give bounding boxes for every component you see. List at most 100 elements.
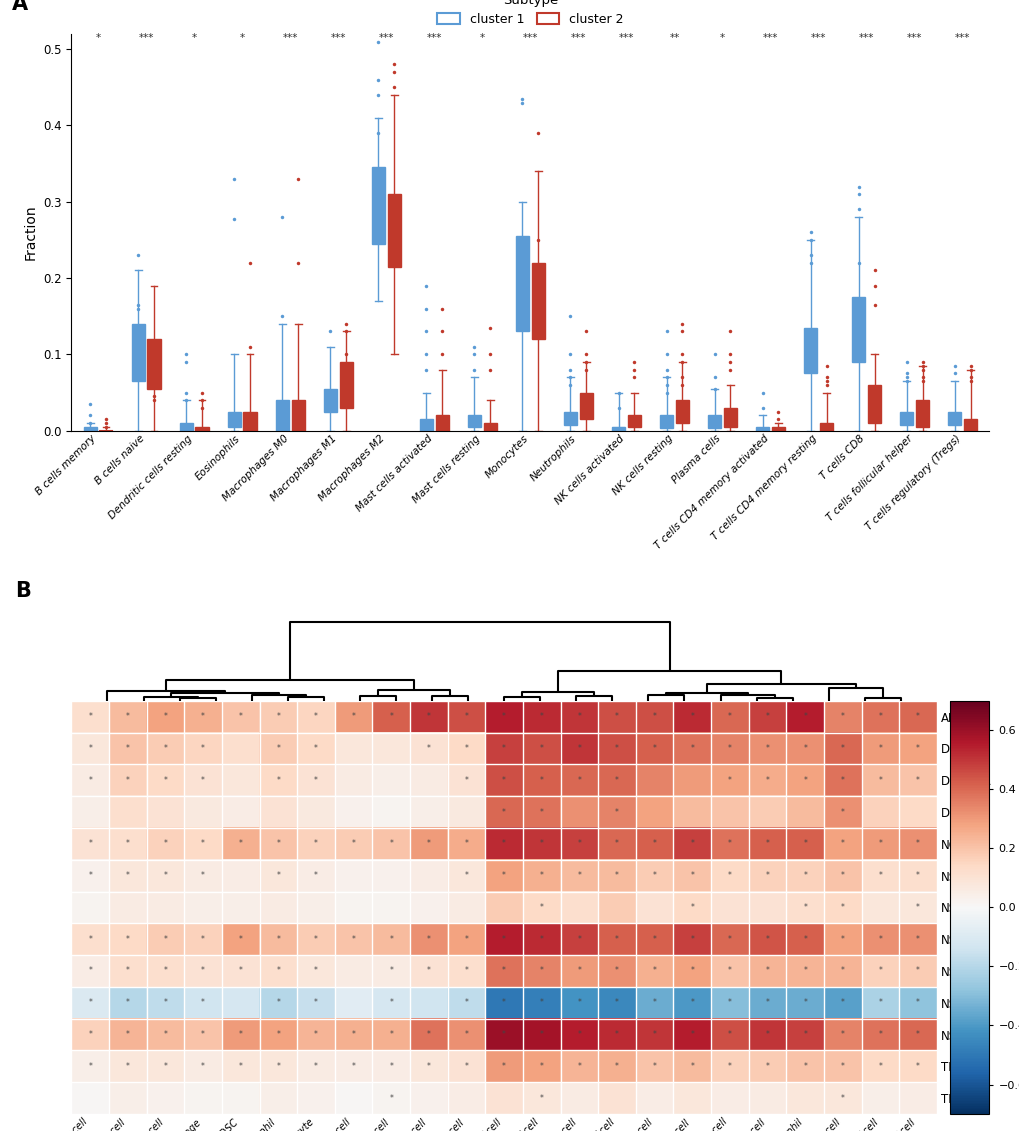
Text: *: * [840, 776, 844, 785]
Text: *: * [915, 744, 919, 753]
Text: ***: *** [906, 33, 921, 43]
Text: *: * [577, 871, 581, 880]
PathPatch shape [819, 423, 833, 431]
Text: *: * [89, 999, 92, 1008]
Text: *: * [728, 967, 732, 975]
Text: *: * [728, 839, 732, 848]
Text: *: * [501, 776, 505, 785]
Y-axis label: Fraction: Fraction [23, 205, 38, 260]
Text: *: * [802, 713, 806, 722]
Text: *: * [201, 1030, 205, 1039]
Text: *: * [501, 713, 505, 722]
Text: *: * [690, 744, 694, 753]
Text: *: * [464, 871, 468, 880]
Text: *: * [276, 776, 280, 785]
Text: *: * [89, 776, 92, 785]
Text: *: * [539, 839, 543, 848]
Text: *: * [652, 934, 656, 943]
Text: *: * [276, 839, 280, 848]
Text: *: * [501, 999, 505, 1008]
Text: *: * [614, 1030, 619, 1039]
PathPatch shape [611, 426, 625, 431]
Text: *: * [577, 713, 581, 722]
Text: *: * [765, 744, 768, 753]
Text: *: * [690, 1030, 694, 1039]
Text: *: * [96, 33, 101, 43]
Text: *: * [765, 1030, 768, 1039]
Text: *: * [539, 776, 543, 785]
PathPatch shape [627, 415, 641, 426]
Text: *: * [389, 967, 392, 975]
Text: *: * [652, 713, 656, 722]
PathPatch shape [419, 420, 433, 431]
Text: *: * [840, 999, 844, 1008]
Text: *: * [238, 839, 243, 848]
PathPatch shape [771, 426, 785, 431]
PathPatch shape [963, 420, 976, 431]
Text: *: * [728, 999, 732, 1008]
Text: *: * [652, 967, 656, 975]
Text: *: * [201, 871, 205, 880]
Text: *: * [577, 999, 581, 1008]
Text: *: * [614, 839, 619, 848]
PathPatch shape [468, 415, 481, 426]
Text: *: * [690, 871, 694, 880]
Text: *: * [501, 839, 505, 848]
PathPatch shape [483, 423, 496, 431]
Text: *: * [238, 1062, 243, 1071]
Text: *: * [539, 1030, 543, 1039]
Text: *: * [125, 999, 129, 1008]
Text: *: * [314, 1062, 318, 1071]
Text: *: * [276, 871, 280, 880]
Text: *: * [539, 1062, 543, 1071]
Text: ***: *** [282, 33, 298, 43]
Text: ***: *** [810, 33, 825, 43]
Text: *: * [728, 1030, 732, 1039]
Text: *: * [719, 33, 725, 43]
Text: *: * [201, 839, 205, 848]
PathPatch shape [227, 412, 240, 426]
Text: *: * [427, 1062, 430, 1071]
Text: *: * [652, 839, 656, 848]
Text: *: * [352, 1030, 356, 1039]
Text: **: ** [668, 33, 679, 43]
Text: *: * [728, 713, 732, 722]
Text: *: * [877, 1062, 881, 1071]
Text: *: * [539, 713, 543, 722]
Text: *: * [427, 713, 430, 722]
Text: *: * [690, 934, 694, 943]
Text: *: * [389, 1062, 392, 1071]
Text: *: * [915, 967, 919, 975]
Text: *: * [539, 744, 543, 753]
Text: *: * [577, 934, 581, 943]
Text: *: * [163, 1030, 167, 1039]
Text: *: * [464, 744, 468, 753]
Text: *: * [89, 1030, 92, 1039]
PathPatch shape [803, 328, 816, 373]
Text: *: * [915, 1062, 919, 1071]
Text: *: * [652, 1030, 656, 1039]
Text: *: * [89, 839, 92, 848]
Text: *: * [765, 713, 768, 722]
PathPatch shape [516, 236, 529, 331]
Text: A: A [12, 0, 28, 15]
Text: *: * [192, 33, 197, 43]
Text: *: * [276, 934, 280, 943]
Text: *: * [577, 967, 581, 975]
Text: *: * [314, 934, 318, 943]
Text: *: * [125, 776, 129, 785]
Text: *: * [201, 1062, 205, 1071]
Text: *: * [652, 871, 656, 880]
PathPatch shape [947, 412, 961, 424]
Text: *: * [276, 744, 280, 753]
Text: *: * [314, 713, 318, 722]
Text: *: * [464, 1030, 468, 1039]
Text: *: * [427, 839, 430, 848]
Text: *: * [840, 1062, 844, 1071]
Text: *: * [238, 934, 243, 943]
PathPatch shape [371, 167, 385, 244]
Text: *: * [464, 776, 468, 785]
Text: *: * [802, 1062, 806, 1071]
PathPatch shape [196, 426, 209, 431]
Text: *: * [577, 1062, 581, 1071]
